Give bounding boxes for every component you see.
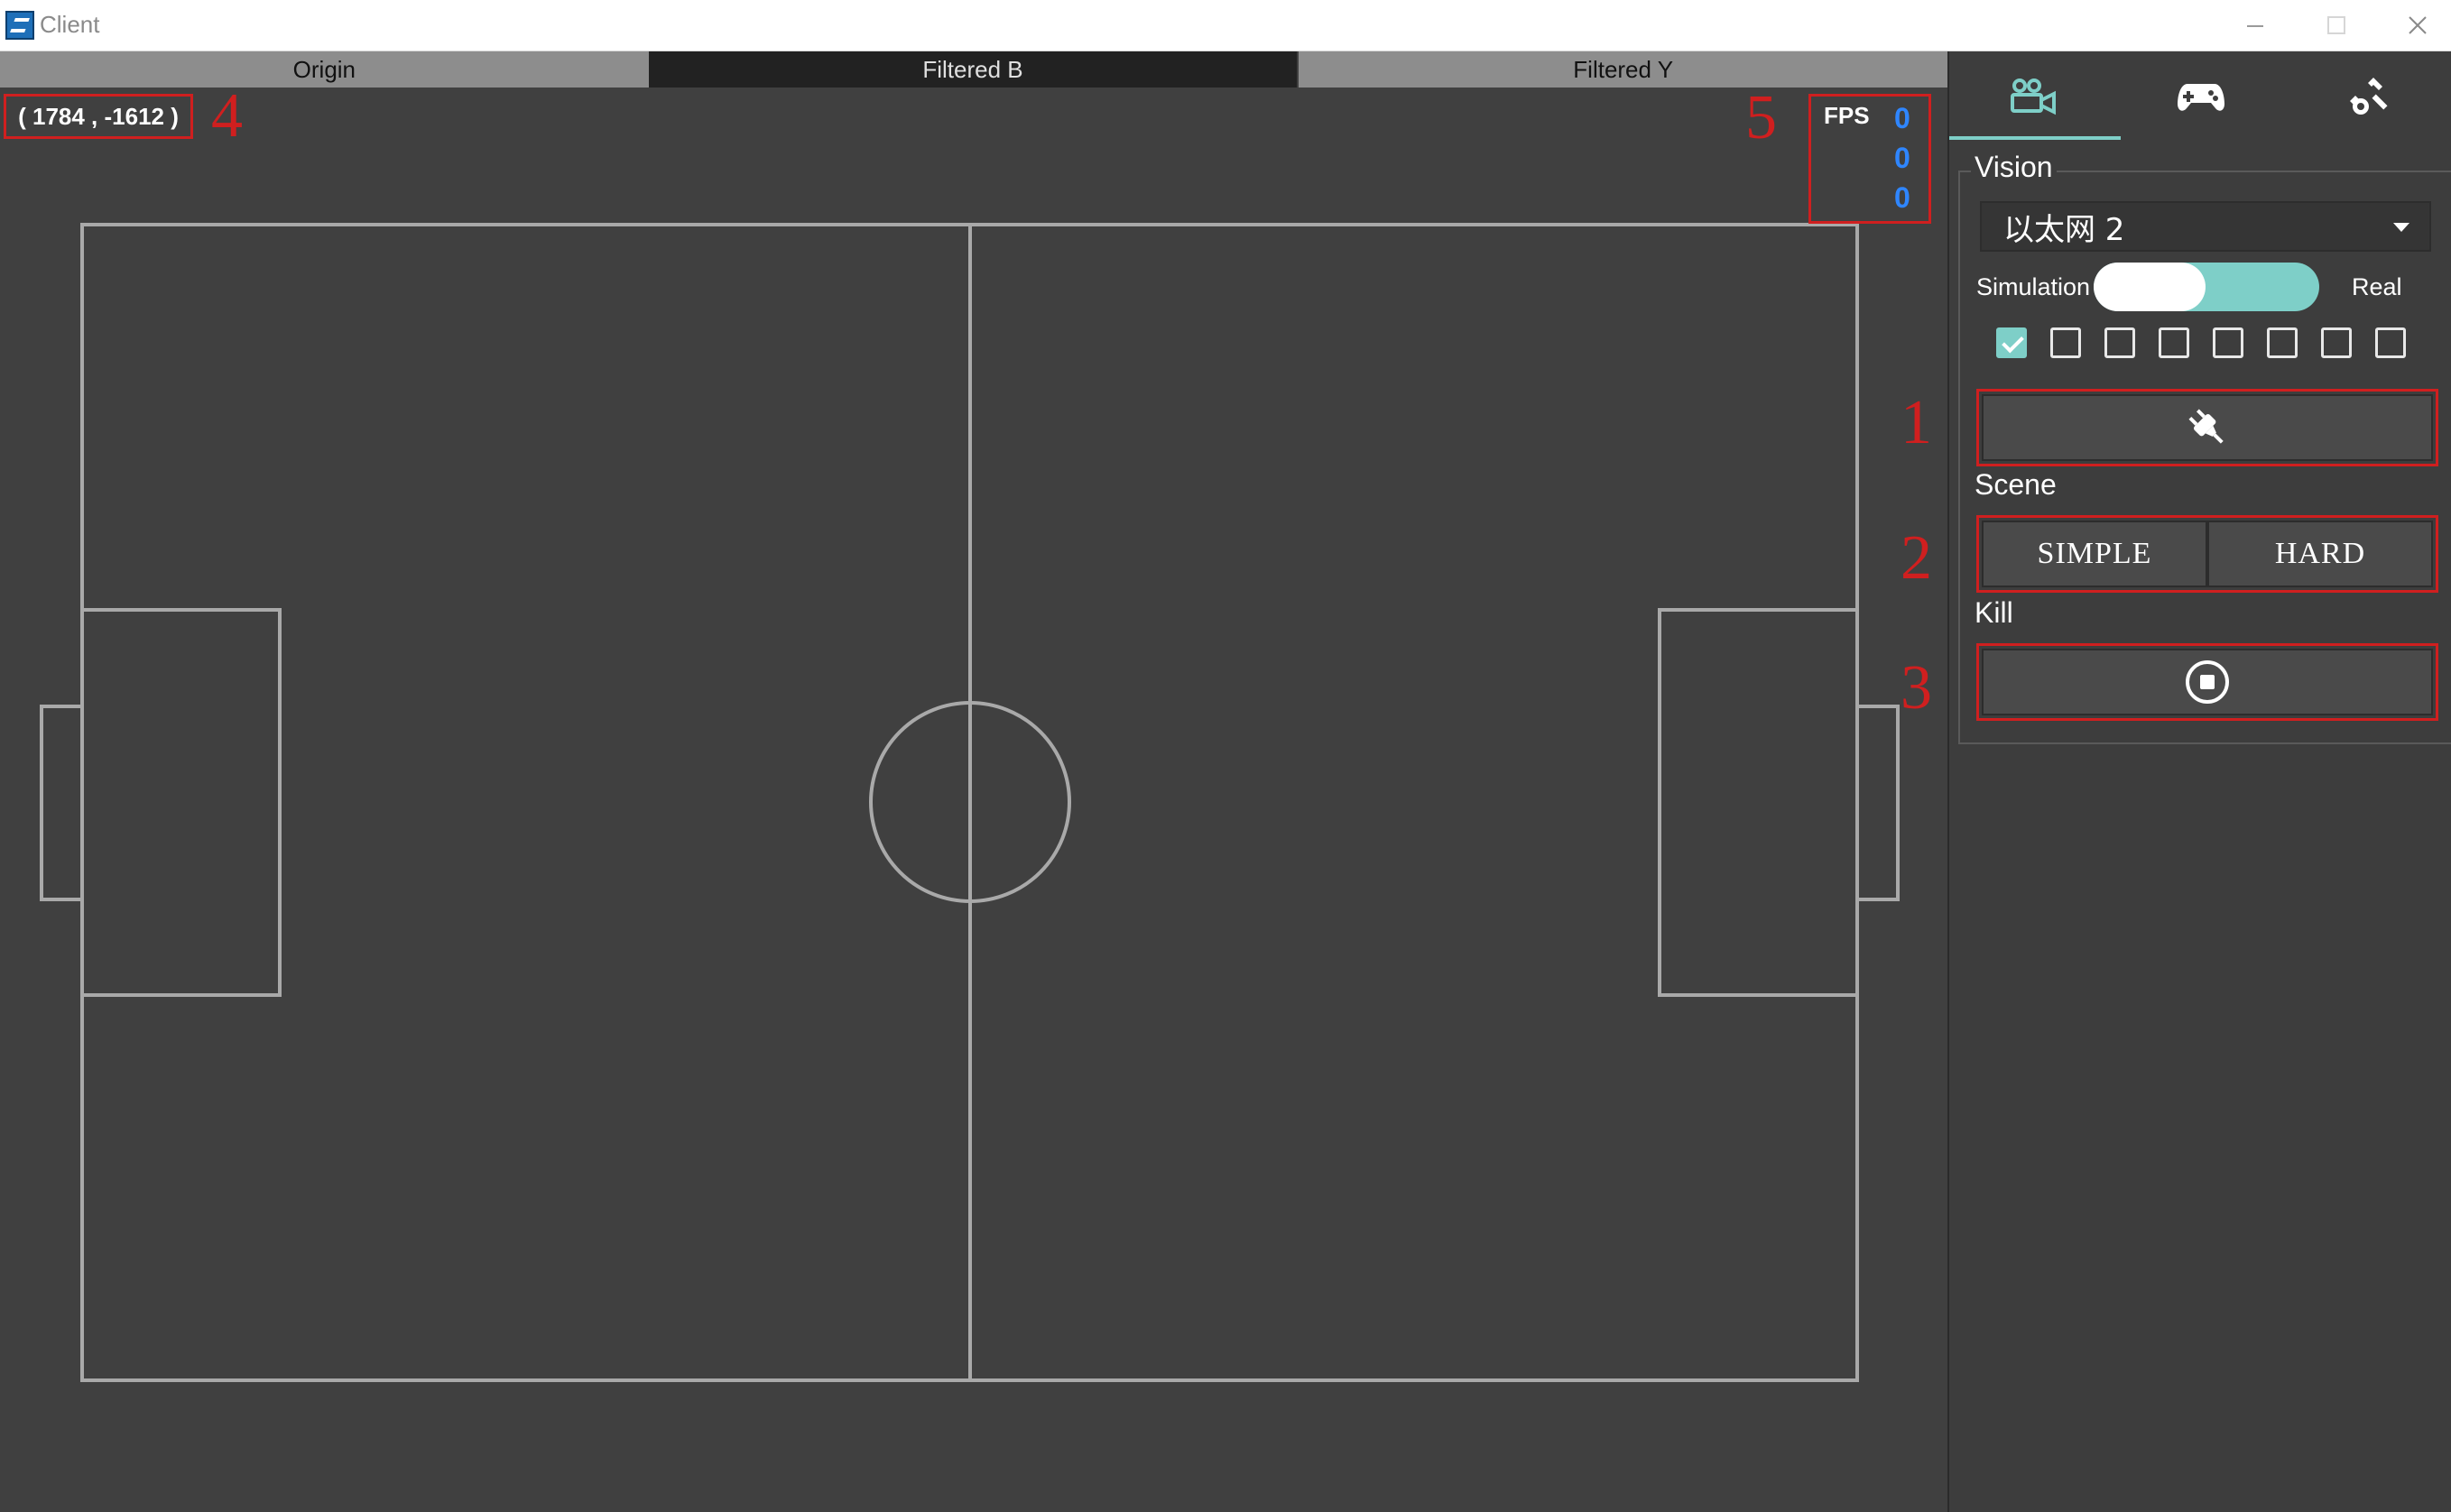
kill-button[interactable] <box>1982 649 2433 715</box>
fps-panel: FPS 0 0 0 <box>1808 94 1931 224</box>
camera-checkbox-1[interactable] <box>2050 327 2081 358</box>
left-goal <box>40 705 84 901</box>
mode-real-label: Real <box>2352 273 2402 300</box>
active-tab-indicator <box>1949 136 2121 140</box>
connect-button[interactable] <box>1982 394 2433 461</box>
tools-icon <box>2350 78 2388 115</box>
camera-checkbox-2[interactable] <box>2104 327 2135 358</box>
annotation-2: 2 <box>1901 523 1932 593</box>
window-title: Client <box>40 11 100 38</box>
annotation-frame-2 <box>1976 515 2438 593</box>
annotation-frame-1 <box>1976 389 2438 466</box>
panel-tabs <box>1949 51 2451 142</box>
tab-filtered-y[interactable]: Filtered Y <box>1297 51 1948 88</box>
annotation-4: 4 <box>211 81 243 151</box>
camera-checkbox-7[interactable] <box>2375 327 2406 358</box>
maximize-button[interactable] <box>2296 0 2377 51</box>
gamepad-icon <box>2178 84 2224 111</box>
close-icon <box>2409 16 2427 34</box>
annotation-5: 5 <box>1745 83 1777 152</box>
camera-checkbox-0[interactable] <box>1996 327 2027 358</box>
camera-checkboxes <box>1996 327 2411 364</box>
left-penalty-area <box>80 608 282 997</box>
camera-checkbox-4[interactable] <box>2213 327 2243 358</box>
maximize-icon <box>2327 16 2345 34</box>
tab-gamepad[interactable] <box>2117 51 2285 142</box>
soccer-field <box>40 223 1900 1382</box>
kill-title: Kill <box>1971 596 2017 630</box>
fps-value-2: 0 <box>1894 142 1910 174</box>
chevron-down-icon <box>2393 223 2409 232</box>
camera-checkbox-5[interactable] <box>2267 327 2298 358</box>
stop-icon <box>2186 660 2229 704</box>
annotation-3: 3 <box>1901 653 1932 723</box>
scene-title: Scene <box>1971 468 2060 502</box>
tab-settings[interactable] <box>2285 51 2451 142</box>
center-circle <box>869 701 1071 903</box>
fps-value-3: 0 <box>1894 181 1910 214</box>
tab-origin[interactable]: Origin <box>0 51 649 88</box>
minimize-icon <box>2247 25 2263 27</box>
vision-title: Vision <box>1971 151 2057 184</box>
toggle-knob <box>2094 263 2206 311</box>
camera-checkbox-3[interactable] <box>2159 327 2189 358</box>
mode-toggle[interactable] <box>2094 263 2319 311</box>
network-select[interactable]: 以太网 2 <box>1980 201 2431 252</box>
tab-vision[interactable] <box>1949 51 2117 142</box>
view-tabs: Origin Filtered B Filtered Y <box>0 51 1948 88</box>
plug-icon <box>2188 409 2224 444</box>
scene-hard-button[interactable]: HARD <box>2207 521 2433 587</box>
app-logo-icon <box>5 11 34 40</box>
mode-simulation-label: Simulation <box>1976 273 2091 300</box>
vision-group <box>1958 171 2451 744</box>
field-canvas[interactable] <box>0 88 1947 1512</box>
tab-filtered-b[interactable]: Filtered B <box>648 51 1298 88</box>
fps-label: FPS <box>1824 102 1870 129</box>
cursor-coordinates: ( 1784 , -1612 ) <box>4 94 193 139</box>
annotation-1: 1 <box>1901 388 1932 457</box>
camera-checkbox-6[interactable] <box>2321 327 2352 358</box>
scene-simple-button[interactable]: SIMPLE <box>1982 521 2207 587</box>
title-bar: Client <box>0 0 2451 51</box>
right-goal <box>1855 705 1900 901</box>
network-select-value: 以太网 2 <box>2003 211 2125 248</box>
camera-icon <box>2011 78 2056 115</box>
annotation-frame-3 <box>1976 643 2438 721</box>
minimize-button[interactable] <box>2215 0 2296 51</box>
fps-value-1: 0 <box>1894 102 1910 134</box>
close-button[interactable] <box>2377 0 2451 51</box>
right-penalty-area <box>1658 608 1859 997</box>
control-panel: Vision 以太网 2 Simulation Real Scen <box>1947 51 2451 1512</box>
